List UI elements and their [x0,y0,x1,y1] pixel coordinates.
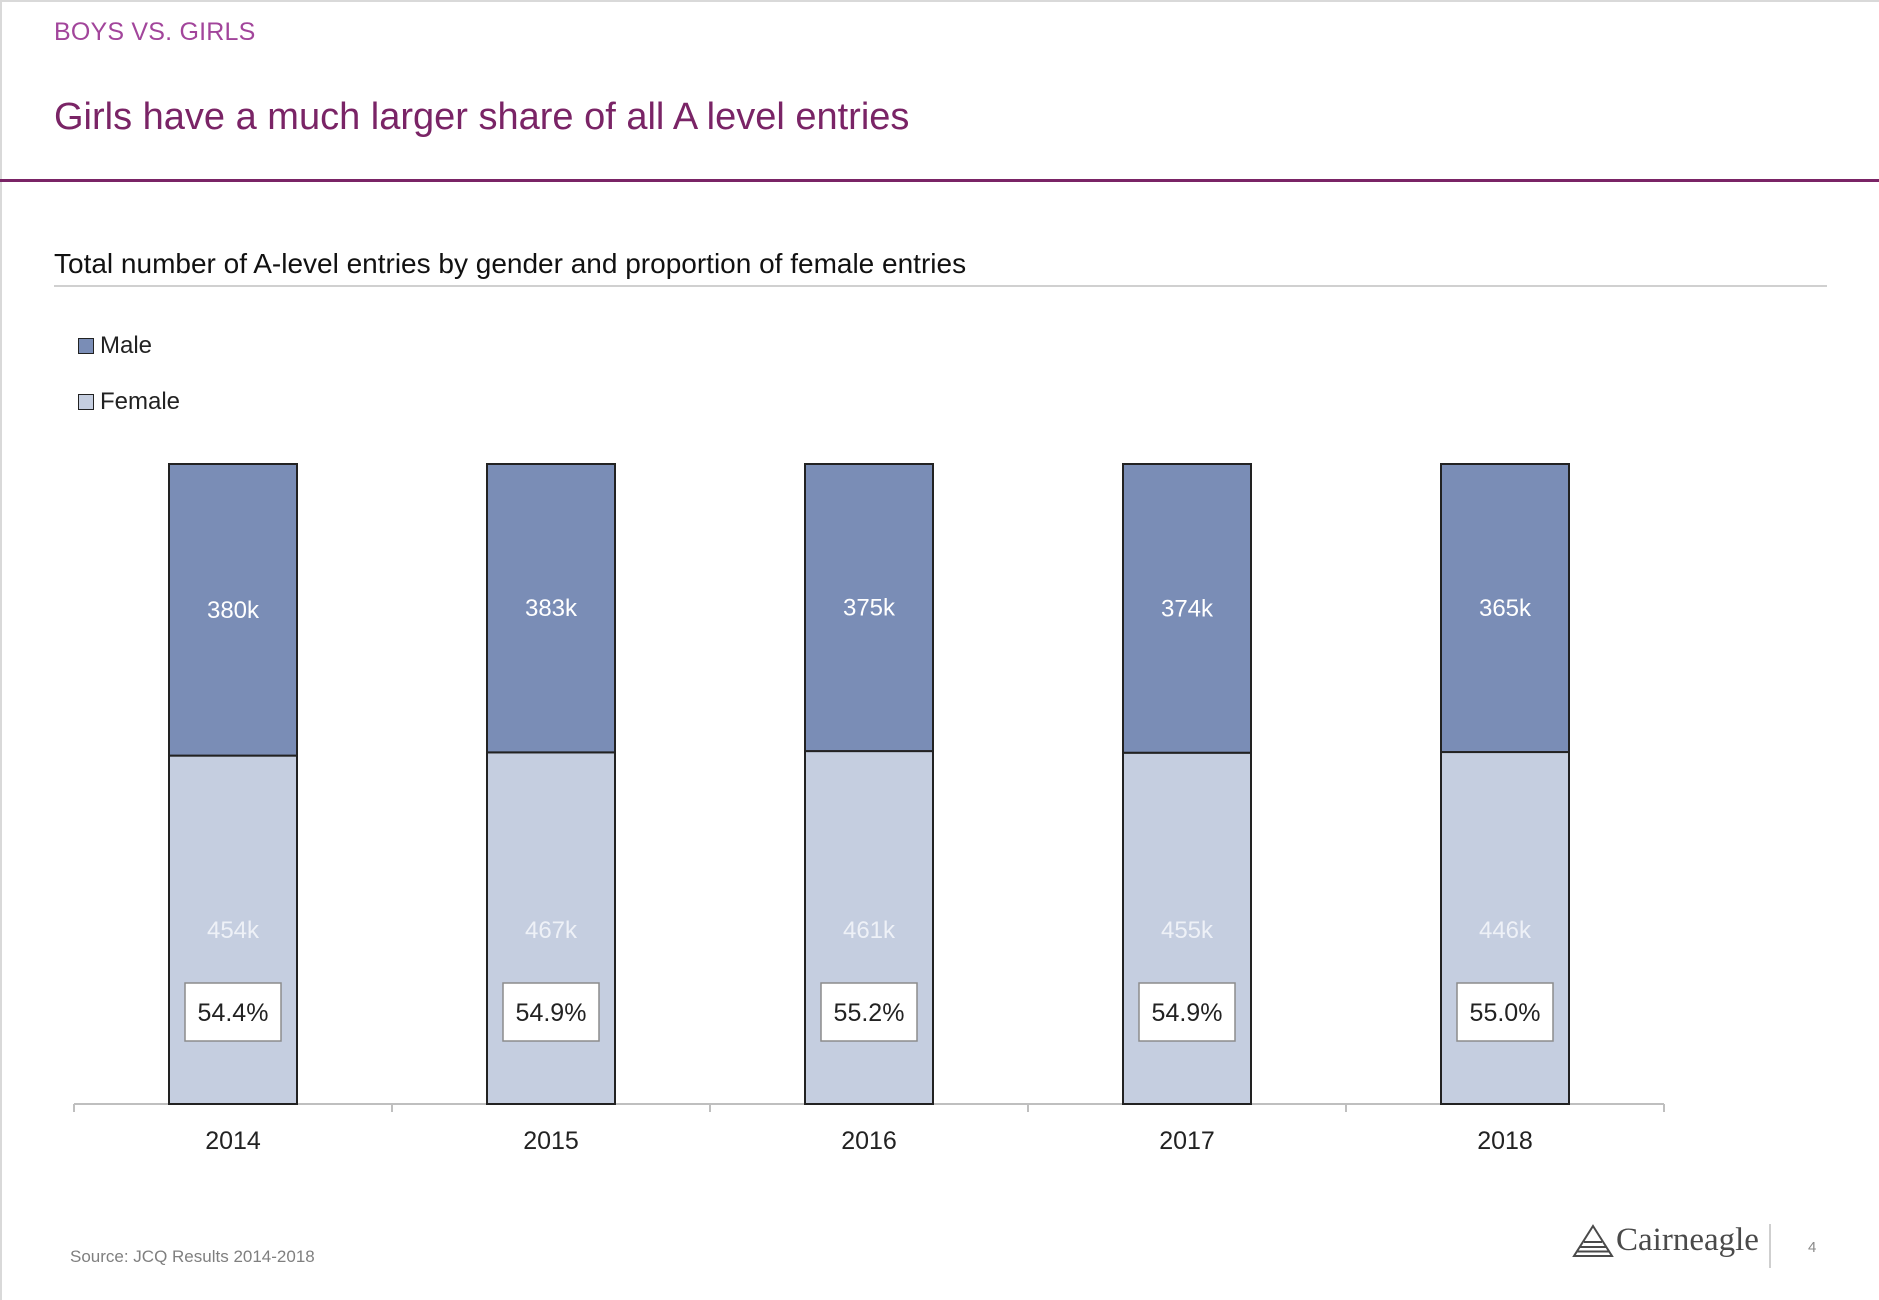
page-title: Girls have a much larger share of all A … [54,96,910,138]
logo-text: Cairneagle [1616,1222,1759,1258]
female-share-label-2015: 54.9% [516,999,587,1027]
bar-male-2014 [168,463,298,757]
legend-swatch-female [78,394,94,410]
female-share-label-2014: 54.4% [198,999,269,1027]
data-label-female-2015: 467k [525,917,578,944]
data-label-female-2016: 461k [843,917,896,944]
data-label-male-2015: 383k [525,595,578,622]
bar-male-2018 [1440,463,1570,754]
female-share-box-2014 [184,982,282,1042]
bar-male-2015 [486,463,616,754]
chart-title-divider [54,285,1827,287]
female-share-label-2016: 55.2% [834,999,905,1027]
footer-divider [1769,1224,1771,1268]
female-share-box-2018 [1456,982,1554,1042]
data-label-female-2014: 454k [207,917,260,944]
section-label: BOYS VS. GIRLS [54,18,256,46]
x-tick-label-2015: 2015 [523,1127,579,1155]
legend-swatch-male [78,338,94,354]
data-label-male-2017: 374k [1161,595,1214,622]
slide-frame-left [0,0,2,1300]
slide-frame-top [0,0,1879,2]
x-tick-label-2014: 2014 [205,1127,261,1155]
title-divider [0,179,1879,182]
source-note: Source: JCQ Results 2014-2018 [70,1247,315,1266]
legend-label-female: Female [100,388,181,415]
female-share-box-2016 [820,982,918,1042]
data-label-male-2018: 365k [1479,595,1532,622]
x-tick-label-2016: 2016 [841,1127,897,1155]
company-logo: Cairneagle [1572,1222,1759,1259]
bar-male-2016 [804,463,934,753]
bar-female-2017 [1122,751,1252,1105]
chart-title: Total number of A-level entries by gende… [54,248,967,279]
x-tick-label-2018: 2018 [1477,1127,1533,1155]
data-label-female-2017: 455k [1161,917,1214,944]
female-share-box-2015 [502,982,600,1042]
x-tick-label-2017: 2017 [1159,1127,1215,1155]
mountain-logo-icon [1572,1223,1614,1257]
chart-legend: Male Female [78,332,180,444]
data-label-female-2018: 446k [1479,917,1532,944]
legend-item-female: Female [78,388,180,416]
data-label-male-2016: 375k [843,595,896,622]
data-label-male-2014: 380k [207,597,260,624]
female-share-label-2017: 54.9% [1152,999,1223,1027]
page-number: 4 [1808,1239,1817,1256]
female-share-label-2018: 55.0% [1470,999,1541,1027]
bar-female-2015 [486,751,616,1105]
legend-label-male: Male [100,332,153,359]
bar-male-2017 [1122,463,1252,754]
female-share-box-2017 [1138,982,1236,1042]
bar-female-2018 [1440,751,1570,1105]
bar-female-2016 [804,750,934,1106]
bar-female-2014 [168,754,298,1105]
legend-item-male: Male [78,332,180,360]
